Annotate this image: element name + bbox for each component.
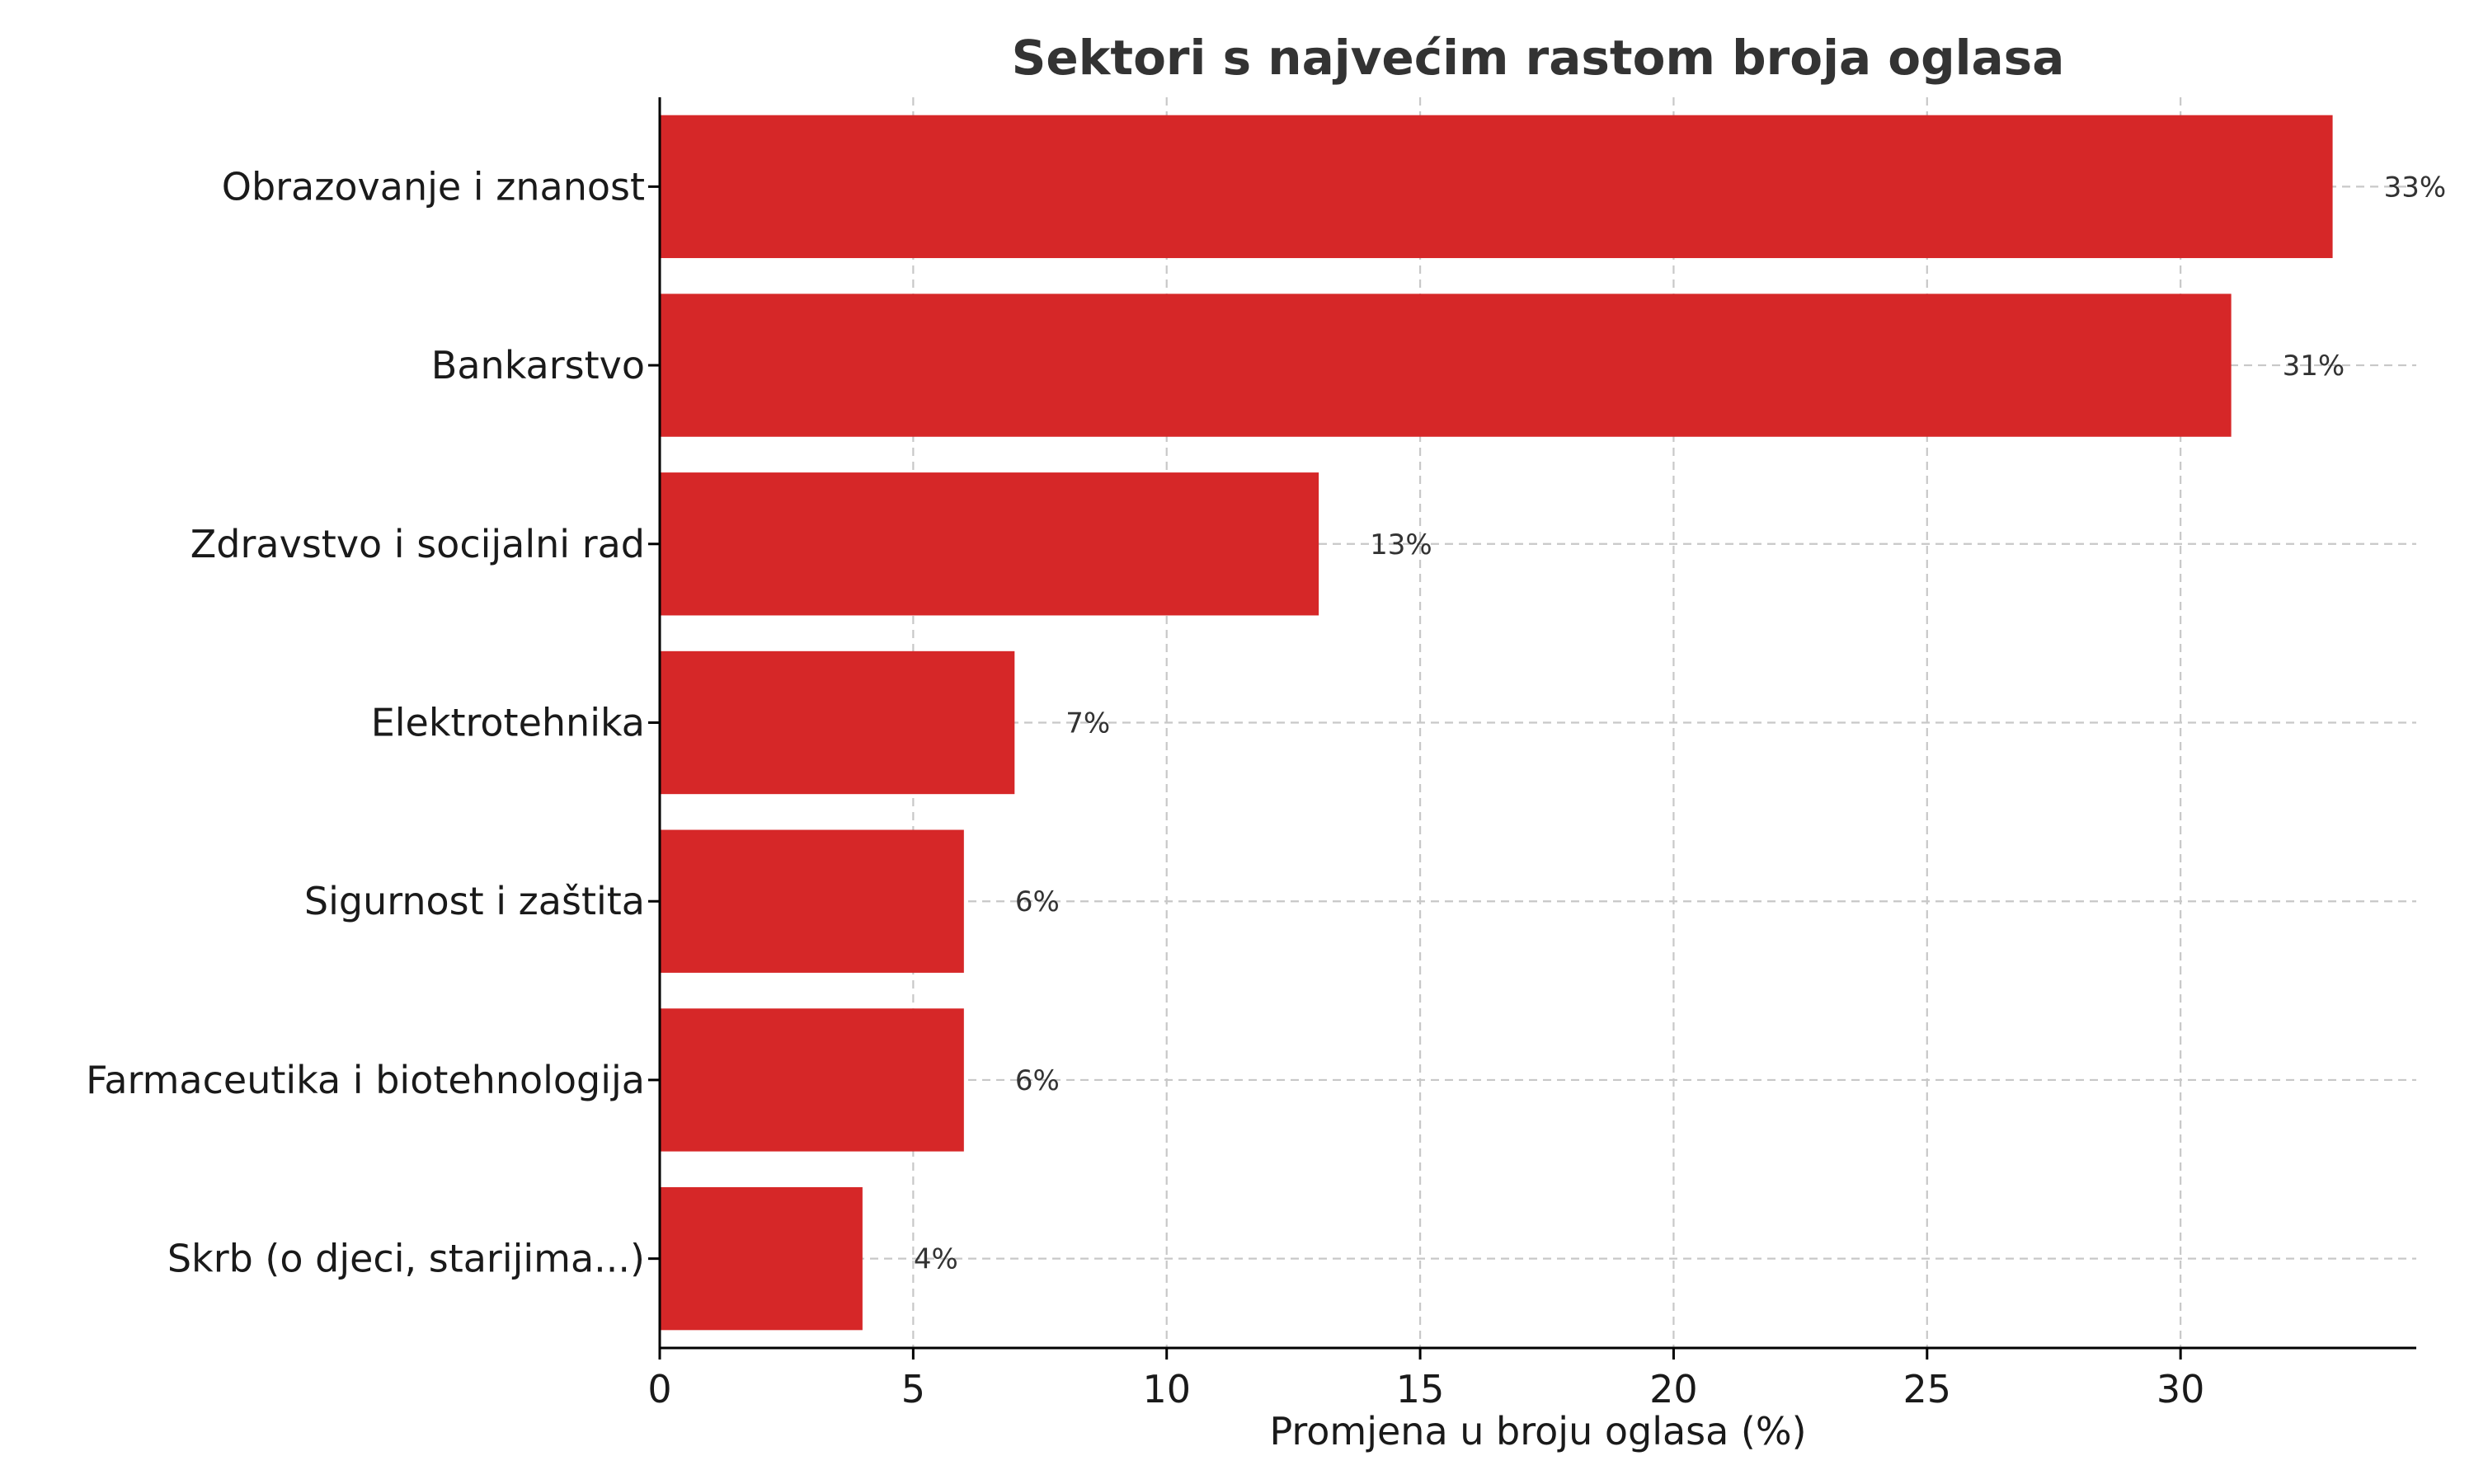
data-label: 6% (1015, 885, 1060, 918)
bars (660, 115, 2333, 1331)
x-tick-label: 20 (1649, 1367, 1698, 1411)
data-label: 33% (2384, 171, 2447, 204)
bar (660, 1186, 863, 1331)
data-label: 31% (2283, 350, 2345, 383)
bar (660, 1008, 964, 1152)
category-label: Zdravstvo i socijalni rad (190, 522, 645, 566)
x-tick-label: 25 (1903, 1367, 1952, 1411)
data-label: 4% (914, 1243, 958, 1276)
bar (660, 115, 2333, 259)
bar (660, 472, 1319, 616)
category-label: Sigurnost i zaštita (304, 879, 645, 923)
category-label: Obrazovanje i znanost (222, 164, 645, 209)
data-label: 13% (1370, 528, 1432, 561)
ticks: 0 5 10 15 20 25 30 (647, 185, 2205, 1411)
bar (660, 294, 2232, 437)
x-tick-label: 15 (1396, 1367, 1445, 1411)
category-label: Farmaceutika i biotehnologija (86, 1058, 645, 1102)
x-tick-label: 30 (2157, 1367, 2205, 1411)
chart-title: Sektori s najvećim rastom broja oglasa (1012, 30, 2065, 86)
category-label: Elektrotehnika (371, 701, 645, 745)
data-label: 6% (1015, 1064, 1060, 1097)
data-label: 7% (1065, 707, 1110, 740)
bar (660, 829, 964, 973)
category-label: Skrb (o djeci, starijima...) (167, 1237, 645, 1281)
x-tick-label: 5 (901, 1367, 925, 1411)
x-tick-label: 0 (647, 1367, 671, 1411)
category-label: Bankarstvo (431, 343, 645, 387)
x-tick-label: 10 (1142, 1367, 1191, 1411)
x-axis-label: Promjena u broju oglasa (%) (1269, 1409, 1806, 1453)
labels: Obrazovanje i znanost 33% Bankarstvo 31% Zdr… (86, 164, 2446, 1280)
bar (660, 650, 1015, 795)
